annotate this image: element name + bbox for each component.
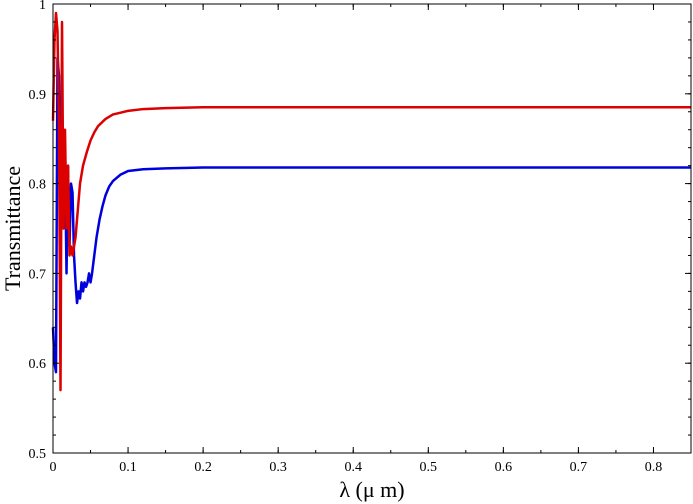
y-tick-label: 1 <box>39 0 46 13</box>
y-tick-label: 0.6 <box>29 357 47 372</box>
ticks-layer: 0 0.1 0.2 0.3 0.4 0.5 0.6 0.7 0.8 0.5 0.6 0.7 0.8 0.9… <box>29 0 692 475</box>
x-tick-label: 0.3 <box>269 460 287 475</box>
y-tick-label: 0.8 <box>29 178 47 193</box>
x-tick-label: 0.4 <box>344 460 362 475</box>
x-tick-label: 0.2 <box>194 460 212 475</box>
x-tick-label: 0 <box>50 460 57 475</box>
x-tick-label: 0.8 <box>645 460 663 475</box>
plot-frame <box>52 3 692 454</box>
x-tick-label: 0.5 <box>420 460 438 475</box>
x-tick-label: 0.1 <box>119 460 137 475</box>
x-axis-label: λ (μ m) <box>339 477 404 502</box>
x-tick-label: 0.6 <box>495 460 513 475</box>
y-tick-label: 0.7 <box>29 267 47 282</box>
series-line-1 <box>51 11 691 392</box>
y-axis-label: Transmittance <box>0 166 25 291</box>
series-layer <box>51 11 691 392</box>
y-tick-label: 0.9 <box>29 88 47 103</box>
x-tick-label: 0.7 <box>570 460 588 475</box>
y-tick-label: 0.5 <box>29 447 47 462</box>
series-line-0 <box>51 56 691 374</box>
